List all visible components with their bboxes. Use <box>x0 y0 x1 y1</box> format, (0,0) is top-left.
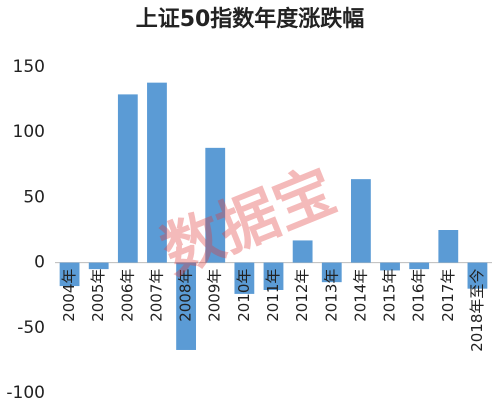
bar <box>117 94 138 263</box>
bar <box>176 262 197 350</box>
x-tick-label: 2008年 <box>177 269 195 322</box>
bar <box>321 262 342 283</box>
y-tick-label: -50 <box>17 318 45 338</box>
x-tick-label: 2011年 <box>264 269 282 322</box>
x-tick-label: 2012年 <box>293 269 311 322</box>
x-tick-label: 2004年 <box>60 269 78 322</box>
y-tick-label: 100 <box>13 122 45 142</box>
bar <box>350 179 371 263</box>
x-tick-label: 2017年 <box>439 269 457 322</box>
y-tick-label: 0 <box>34 253 45 273</box>
bar <box>59 262 80 287</box>
bar <box>438 230 459 263</box>
chart-title: 上证50指数年度涨跌幅 <box>136 6 365 32</box>
y-tick-label: 50 <box>23 187 45 207</box>
x-tick-label: 2013年 <box>322 269 340 322</box>
x-tick-label: 2018年至今 <box>468 269 486 352</box>
bar <box>263 262 284 290</box>
y-tick-label: -100 <box>6 383 45 403</box>
bar <box>234 262 255 294</box>
bar <box>147 82 167 263</box>
x-tick-label: 2014年 <box>351 269 369 322</box>
bar <box>467 262 488 289</box>
x-tick-label: 2007年 <box>147 269 165 322</box>
x-tick-label: 2010年 <box>235 269 253 322</box>
x-tick-label: 2015年 <box>381 269 399 322</box>
x-tick-label: 2009年 <box>206 269 224 322</box>
bar <box>292 240 313 263</box>
x-tick-label: 2005年 <box>89 269 107 322</box>
y-tick-label: 150 <box>13 57 45 77</box>
x-tick-label: 2016年 <box>410 269 428 322</box>
bar <box>409 262 430 270</box>
bar <box>88 262 109 270</box>
x-tick-label: 2006年 <box>118 269 136 322</box>
bar <box>205 147 226 263</box>
bar <box>380 262 400 271</box>
